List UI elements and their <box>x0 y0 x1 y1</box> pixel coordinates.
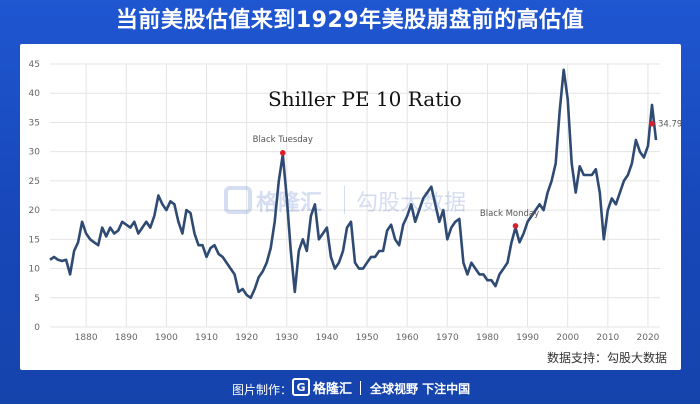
markers: Black Tuesday Black Monday 34.79 <box>253 120 681 229</box>
logo-text: 格隆汇 <box>313 381 353 397</box>
y-tick-label: 15 <box>29 235 40 245</box>
logo-icon: G <box>292 378 310 396</box>
annotation-label: 34.79 <box>658 120 681 130</box>
x-tick-label: 1960 <box>396 333 419 343</box>
chart-panel: 格隆汇 勾股大数据 1880 1890 1900 1910 1920 1930 1940 19… <box>20 44 681 370</box>
footer: 图片制作： G 格隆汇 全球视野 下注中国 <box>0 372 700 404</box>
y-tick-label: 45 <box>29 60 40 70</box>
slogan: 全球视野 下注中国 <box>370 382 471 396</box>
y-tick-label: 10 <box>29 265 41 275</box>
watermark-divider <box>344 186 345 214</box>
y-tick-label: 35 <box>29 118 40 128</box>
x-tick-label: 1980 <box>476 333 499 343</box>
x-tick-label: 1970 <box>436 333 459 343</box>
y-tick-label: 40 <box>29 89 41 99</box>
y-tick-label: 25 <box>29 177 40 187</box>
credit-label: 图片制作： <box>232 383 293 397</box>
footer-divider <box>360 381 361 395</box>
x-tick-label: 1920 <box>235 333 258 343</box>
annotation-label: Black Monday <box>480 209 539 219</box>
page-title: 当前美股估值来到1929年美股崩盘前的高估值 <box>115 8 585 33</box>
x-tick-label: 2020 <box>637 333 660 343</box>
x-tick-label: 1900 <box>155 333 178 343</box>
x-tick-label: 1940 <box>315 333 338 343</box>
axis-labels: 1880 1890 1900 1910 1920 1930 1940 1950 1960 1970… <box>29 60 660 343</box>
y-tick-label: 30 <box>29 148 41 158</box>
x-tick-label: 2000 <box>556 333 579 343</box>
x-tick-label: 1910 <box>195 333 218 343</box>
x-tick-label: 1930 <box>275 333 298 343</box>
x-tick-label: 1950 <box>356 333 379 343</box>
shiller-pe-chart: 格隆汇 勾股大数据 1880 1890 1900 1910 1920 1930 1940 19… <box>29 60 681 343</box>
annotation-marker <box>512 223 519 229</box>
x-tick-label: 1880 <box>75 333 98 343</box>
y-tick-label: 0 <box>34 323 40 333</box>
chart-title: Shiller PE 10 Ratio <box>268 87 462 111</box>
series-line <box>49 68 658 300</box>
annotation-marker <box>279 150 286 156</box>
chart-grid <box>50 63 660 328</box>
annotation-label: Black Tuesday <box>253 135 313 145</box>
x-tick-label: 2010 <box>596 333 619 343</box>
watermark-logo-icon <box>224 186 252 214</box>
x-tick-label: 1890 <box>115 333 138 343</box>
x-tick-label: 1990 <box>516 333 539 343</box>
annotation-marker <box>649 120 655 127</box>
logo: G 格隆汇 <box>292 377 352 397</box>
y-tick-label: 5 <box>34 294 40 304</box>
source-label: 数据支持：勾股大数据 <box>546 351 667 365</box>
y-tick-label: 20 <box>29 206 41 216</box>
